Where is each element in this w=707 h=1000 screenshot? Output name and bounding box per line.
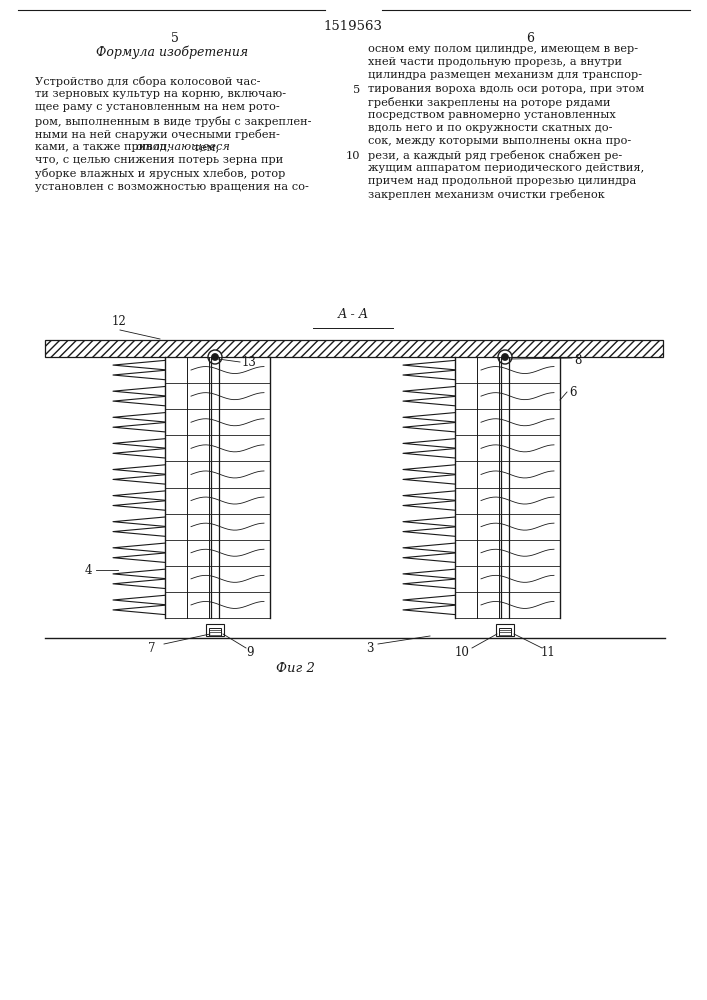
Text: гребенки закреплены на роторе рядами: гребенки закреплены на роторе рядами — [368, 97, 611, 108]
Circle shape — [498, 350, 512, 364]
Bar — [209, 628, 221, 636]
Circle shape — [211, 354, 218, 360]
Text: ти зерновых культур на корню, включаю-: ти зерновых культур на корню, включаю- — [35, 89, 286, 99]
Text: что, с целью снижения потерь зерна при: что, с целью снижения потерь зерна при — [35, 155, 284, 165]
Text: 9: 9 — [246, 646, 254, 658]
Text: ром, выполненным в виде трубы с закреплен-: ром, выполненным в виде трубы с закрепле… — [35, 116, 312, 127]
Text: вдоль него и по окружности скатных до-: вдоль него и по окружности скатных до- — [368, 123, 612, 133]
Circle shape — [501, 354, 508, 360]
Text: отличающееся: отличающееся — [135, 142, 230, 152]
Text: 10: 10 — [346, 151, 360, 161]
Text: 10: 10 — [455, 646, 469, 658]
Text: закреплен механизм очистки гребенок: закреплен механизм очистки гребенок — [368, 189, 604, 200]
Text: ными на ней снаружи очесными гребен-: ными на ней снаружи очесными гребен- — [35, 129, 280, 140]
Text: 13: 13 — [242, 356, 257, 368]
Text: 7: 7 — [148, 642, 156, 654]
Text: Формула изобретения: Формула изобретения — [96, 45, 248, 59]
Text: 1519563: 1519563 — [324, 20, 382, 33]
Text: Фиг 2: Фиг 2 — [276, 662, 315, 675]
Text: установлен с возможностью вращения на со-: установлен с возможностью вращения на со… — [35, 182, 309, 192]
Text: хней части продольную прорезь, а внутри: хней части продольную прорезь, а внутри — [368, 57, 622, 67]
Text: 6: 6 — [526, 31, 534, 44]
Text: тирования вороха вдоль оси ротора, при этом: тирования вороха вдоль оси ротора, при э… — [368, 84, 644, 94]
Text: 8: 8 — [574, 354, 581, 366]
Text: причем над продольной прорезью цилиндра: причем над продольной прорезью цилиндра — [368, 176, 636, 186]
Text: 5: 5 — [171, 31, 179, 44]
Text: А - А: А - А — [337, 308, 368, 321]
Text: посредством равномерно установленных: посредством равномерно установленных — [368, 110, 616, 120]
Text: 6: 6 — [569, 385, 576, 398]
Text: 12: 12 — [112, 315, 127, 328]
Text: цилиндра размещен механизм для транспор-: цилиндра размещен механизм для транспор- — [368, 70, 642, 80]
Text: сок, между которыми выполнены окна про-: сок, между которыми выполнены окна про- — [368, 136, 631, 146]
Text: рези, а каждый ряд гребенок снабжен ре-: рези, а каждый ряд гребенок снабжен ре- — [368, 150, 622, 161]
Text: уборке влажных и ярусных хлебов, ротор: уборке влажных и ярусных хлебов, ротор — [35, 168, 286, 179]
Text: осном ему полом цилиндре, имеющем в вер-: осном ему полом цилиндре, имеющем в вер- — [368, 44, 638, 54]
Text: жущим аппаратом периодического действия,: жущим аппаратом периодического действия, — [368, 163, 644, 173]
Text: Устройство для сбора колосовой час-: Устройство для сбора колосовой час- — [35, 76, 260, 87]
Bar — [496, 624, 514, 636]
Text: 5: 5 — [353, 85, 360, 95]
Bar — [45, 340, 663, 357]
Text: 3: 3 — [366, 642, 374, 654]
Bar — [499, 628, 511, 636]
Text: щее раму с установленным на нем рото-: щее раму с установленным на нем рото- — [35, 102, 280, 112]
Text: тем,: тем, — [189, 142, 219, 152]
Text: 11: 11 — [541, 646, 556, 658]
Circle shape — [208, 350, 222, 364]
Text: 4: 4 — [84, 564, 92, 576]
Bar — [206, 624, 224, 636]
Text: ками, а также привод,: ками, а также привод, — [35, 142, 174, 152]
